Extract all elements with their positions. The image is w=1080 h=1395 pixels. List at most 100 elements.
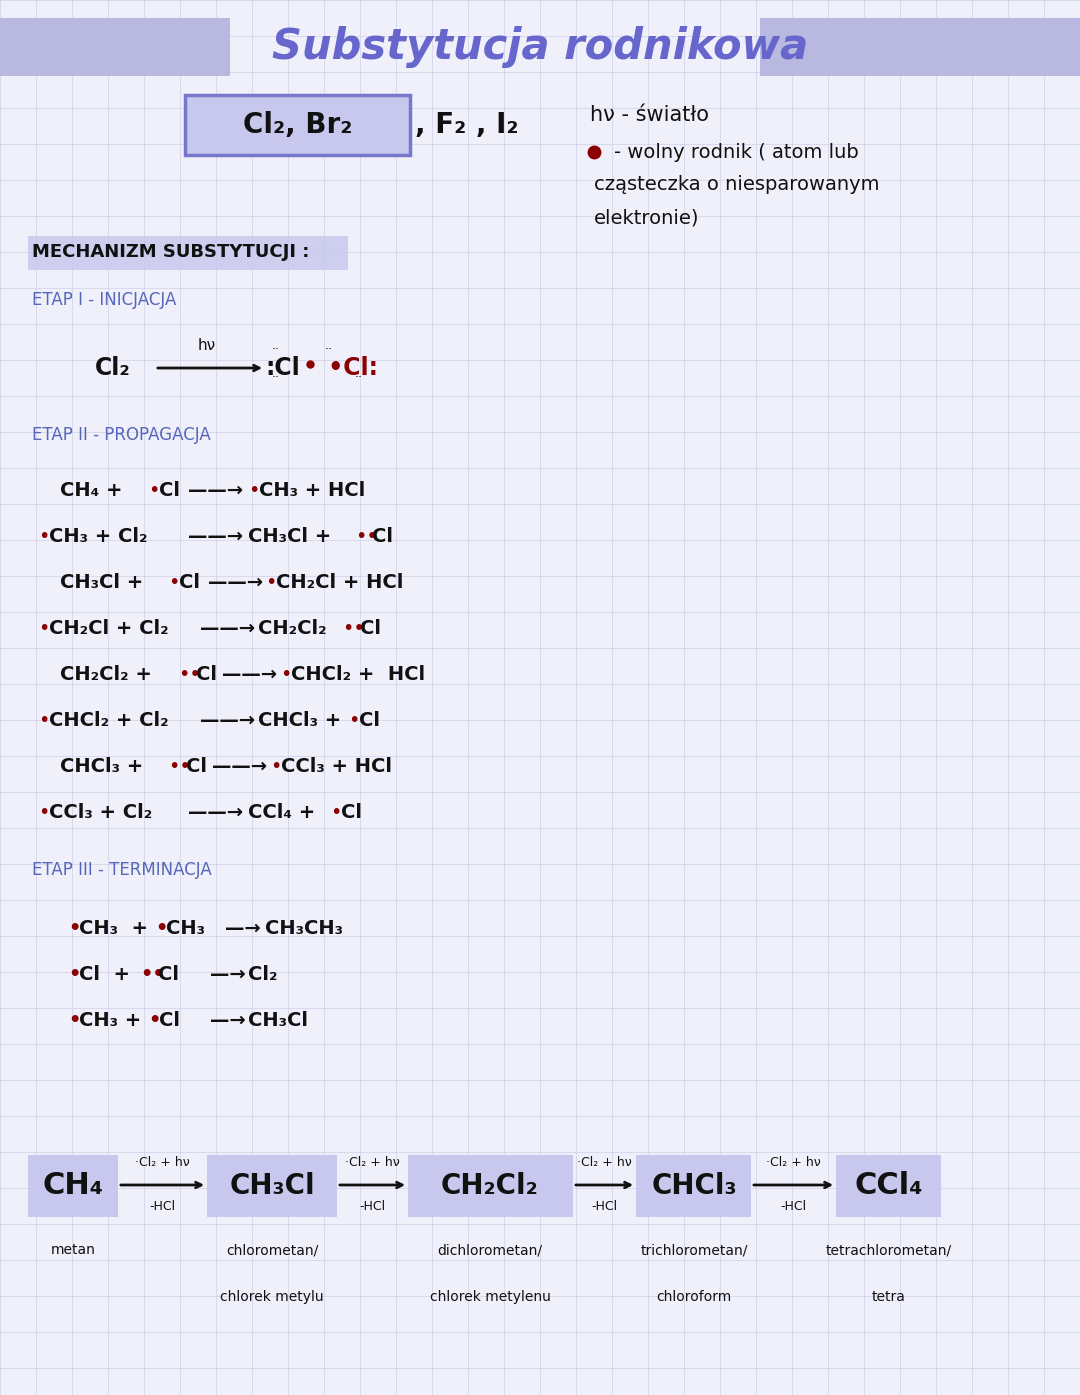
- Text: •: •: [248, 480, 259, 499]
- Bar: [760, 18, 1080, 75]
- Text: chlorometan/: chlorometan/: [226, 1243, 319, 1257]
- Text: -HCl: -HCl: [360, 1201, 386, 1214]
- Text: •: •: [148, 1010, 160, 1030]
- Text: CH₃Cl: CH₃Cl: [248, 1010, 308, 1030]
- Text: metan: metan: [51, 1243, 95, 1257]
- Text: trichlorometan/: trichlorometan/: [640, 1243, 747, 1257]
- Text: •Cl:: •Cl:: [320, 356, 378, 379]
- Text: CH₂Cl + Cl₂: CH₂Cl + Cl₂: [49, 618, 168, 638]
- Text: •: •: [38, 802, 50, 822]
- Text: CCl₄ +: CCl₄ +: [248, 802, 315, 822]
- Text: elektronie): elektronie): [594, 208, 700, 227]
- Text: cząsteczka o niesparowanym: cząsteczka o niesparowanym: [594, 176, 879, 194]
- Text: CHCl₃ +: CHCl₃ +: [258, 710, 341, 730]
- Text: CHCl₂ + Cl₂: CHCl₂ + Cl₂: [49, 710, 168, 730]
- Text: Cl: Cl: [360, 618, 381, 638]
- Text: CH₃Cl +: CH₃Cl +: [248, 526, 332, 545]
- Text: ——→: ——→: [212, 756, 267, 776]
- Text: ··: ··: [272, 371, 280, 385]
- Text: ··: ··: [355, 371, 363, 385]
- Text: ETAP II - PROPAGACJA: ETAP II - PROPAGACJA: [32, 425, 211, 444]
- Text: —→: —→: [210, 964, 246, 983]
- Text: CH₂Cl₂ +: CH₂Cl₂ +: [60, 664, 152, 684]
- Text: CCl₄: CCl₄: [854, 1172, 923, 1201]
- Text: CH₃CH₃: CH₃CH₃: [265, 918, 343, 937]
- Text: •: •: [280, 664, 292, 684]
- Text: CH₂Cl₂: CH₂Cl₂: [258, 618, 326, 638]
- Bar: [0, 18, 230, 75]
- Text: chlorek metylenu: chlorek metylenu: [430, 1290, 551, 1304]
- Text: ··: ··: [272, 343, 280, 357]
- Text: CH₃ + Cl₂: CH₃ + Cl₂: [49, 526, 148, 545]
- Text: —→: —→: [210, 1010, 246, 1030]
- Text: Cl: Cl: [179, 572, 200, 591]
- Text: CH₃Cl: CH₃Cl: [229, 1172, 314, 1200]
- Text: •: •: [68, 1010, 80, 1030]
- Text: MECHANIZM SUBSTYTUCJI :: MECHANIZM SUBSTYTUCJI :: [32, 243, 309, 261]
- Bar: [836, 1155, 941, 1216]
- Text: Cl: Cl: [158, 964, 179, 983]
- Text: Cl  +: Cl +: [79, 964, 130, 983]
- Text: tetra: tetra: [872, 1290, 906, 1304]
- Text: chloroform: chloroform: [657, 1290, 731, 1304]
- Text: CHCl₂ +  HCl: CHCl₂ + HCl: [291, 664, 426, 684]
- Text: —→: —→: [225, 918, 260, 937]
- Text: CH₂Cl₂: CH₂Cl₂: [441, 1172, 539, 1200]
- Text: Cl₂: Cl₂: [248, 964, 278, 983]
- Text: Cl: Cl: [159, 1010, 180, 1030]
- Text: CCl₃ + Cl₂: CCl₃ + Cl₂: [49, 802, 152, 822]
- Text: dichlorometan/: dichlorometan/: [437, 1243, 542, 1257]
- Text: Cl₂: Cl₂: [95, 356, 131, 379]
- Text: Cl: Cl: [372, 526, 393, 545]
- Text: ETAP I - INICJACJA: ETAP I - INICJACJA: [32, 292, 176, 310]
- Text: -HCl: -HCl: [781, 1201, 807, 1214]
- Text: CH₃: CH₃: [166, 918, 205, 937]
- Text: •: •: [168, 572, 179, 591]
- Text: CH₄: CH₄: [42, 1172, 104, 1201]
- Text: -HCl: -HCl: [592, 1201, 618, 1214]
- Text: hν: hν: [198, 339, 216, 353]
- Text: ••: ••: [140, 964, 165, 983]
- Text: Cl: Cl: [341, 802, 362, 822]
- Bar: [636, 1155, 751, 1216]
- Text: ··: ··: [325, 343, 333, 357]
- Text: Cl: Cl: [359, 710, 380, 730]
- Text: ——→: ——→: [200, 710, 255, 730]
- Text: •: •: [265, 572, 276, 591]
- Text: Cl: Cl: [159, 480, 180, 499]
- Text: •: •: [330, 802, 341, 822]
- Text: ••: ••: [178, 664, 201, 684]
- Text: •: •: [148, 480, 160, 499]
- Bar: [185, 95, 410, 155]
- Text: ·Cl₂ + hν: ·Cl₂ + hν: [577, 1156, 632, 1169]
- Text: CH₄ +: CH₄ +: [60, 480, 122, 499]
- Text: ETAP III - TERMINACJA: ETAP III - TERMINACJA: [32, 861, 212, 879]
- Text: ——→: ——→: [188, 802, 243, 822]
- Text: tetrachlorometan/: tetrachlorometan/: [826, 1243, 953, 1257]
- Text: ·Cl₂ + hν: ·Cl₂ + hν: [346, 1156, 400, 1169]
- Text: , F₂ , I₂: , F₂ , I₂: [415, 112, 518, 140]
- Text: CH₃  +: CH₃ +: [79, 918, 148, 937]
- Text: ·Cl₂ + hν: ·Cl₂ + hν: [766, 1156, 821, 1169]
- Text: ·Cl₂ + hν: ·Cl₂ + hν: [135, 1156, 190, 1169]
- Text: •: •: [38, 618, 50, 638]
- Text: CH₂Cl + HCl: CH₂Cl + HCl: [276, 572, 403, 591]
- Text: •: •: [68, 964, 80, 983]
- Text: CCl₃ + HCl: CCl₃ + HCl: [281, 756, 392, 776]
- Text: Cl₂, Br₂: Cl₂, Br₂: [243, 112, 352, 140]
- Text: •: •: [348, 710, 360, 730]
- Text: -HCl: -HCl: [149, 1201, 176, 1214]
- Text: ••: ••: [342, 618, 365, 638]
- Text: CHCl₃ +: CHCl₃ +: [60, 756, 144, 776]
- Text: ——→: ——→: [188, 526, 243, 545]
- Bar: [28, 236, 348, 271]
- Text: CH₃ +: CH₃ +: [79, 1010, 141, 1030]
- Text: •: •: [68, 918, 80, 937]
- Text: ••: ••: [168, 756, 191, 776]
- Text: •: •: [38, 526, 50, 545]
- Text: ——→: ——→: [208, 572, 264, 591]
- Bar: [408, 1155, 573, 1216]
- Text: Substytucja rodnikowa: Substytucja rodnikowa: [272, 27, 808, 68]
- Text: hν - światło: hν - światło: [590, 105, 708, 126]
- Text: Cl: Cl: [195, 664, 217, 684]
